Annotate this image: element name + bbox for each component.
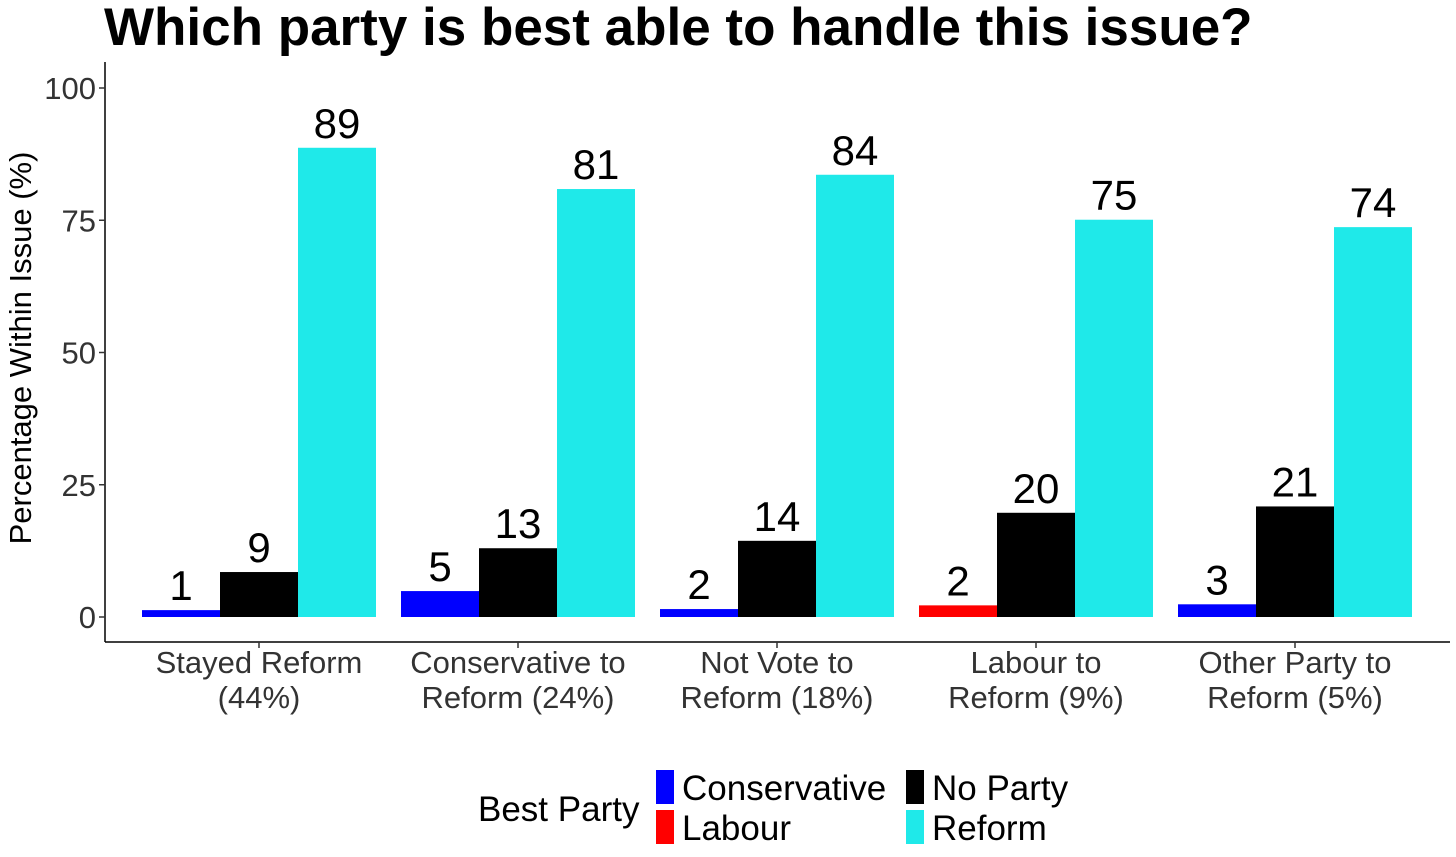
y-tick-label: 25: [62, 468, 96, 503]
bar-reform: [557, 189, 635, 617]
legend-title: Best Party: [478, 790, 640, 829]
data-label: 5: [428, 543, 451, 590]
bar-reform: [816, 174, 894, 618]
data-label: 1: [169, 562, 192, 609]
legend-key-reform: [906, 810, 924, 844]
data-label: 13: [495, 500, 542, 547]
bar-reform: [298, 147, 376, 618]
chart-title: Which party is best able to handle this …: [104, 0, 1253, 57]
legend-label-reform: Reform: [932, 809, 1047, 848]
x-tick-label: Reform (5%): [1207, 680, 1383, 715]
data-label: 2: [687, 561, 710, 608]
x-tick-label: Conservative to: [410, 645, 625, 680]
bar-conservative: [142, 610, 220, 617]
y-axis-ticks: 0 25 50 75 100: [44, 71, 105, 635]
legend-key-labour: [656, 810, 674, 844]
y-axis-title: Percentage Within Issue (%): [3, 152, 38, 545]
data-label: 20: [1013, 465, 1060, 512]
data-label: 81: [573, 141, 620, 188]
x-tick-label: Other Party to: [1199, 645, 1392, 680]
bar-reform: [1334, 227, 1412, 617]
bar-conservative: [660, 609, 738, 617]
bar-conservative: [401, 591, 479, 617]
data-label: 21: [1272, 458, 1319, 505]
data-label: 75: [1091, 172, 1138, 219]
data-label: 3: [1205, 556, 1228, 603]
bar-no-party: [997, 512, 1075, 617]
data-label: 89: [314, 100, 361, 147]
data-label: 9: [247, 524, 270, 571]
legend-label-labour: Labour: [682, 809, 791, 848]
bar-no-party: [738, 540, 816, 617]
y-tick-label: 75: [62, 203, 96, 238]
bar-no-party: [220, 572, 298, 617]
x-tick-label: (44%): [218, 680, 301, 715]
bar-reform: [1075, 219, 1153, 617]
x-tick-label: Labour to: [971, 645, 1102, 680]
y-tick-label: 0: [79, 600, 96, 635]
data-label: 74: [1350, 179, 1397, 226]
bar-no-party: [1256, 506, 1334, 617]
legend-label-no-party: No Party: [932, 769, 1069, 808]
y-tick-label: 50: [62, 336, 96, 371]
x-tick-label: Not Vote to: [700, 645, 853, 680]
x-axis-labels: Stayed Reform(44%)Conservative toReform …: [156, 642, 1392, 715]
bar-conservative: [1178, 604, 1256, 617]
legend-label-conservative: Conservative: [682, 769, 886, 808]
legend-key-no-party: [906, 770, 924, 804]
x-tick-label: Reform (24%): [422, 680, 615, 715]
x-tick-label: Reform (18%): [681, 680, 874, 715]
bar-labour: [919, 605, 997, 617]
y-tick-label: 100: [44, 71, 96, 106]
data-label: 84: [832, 127, 879, 174]
bars: 1 9 89 5 13 81 2 14 84 2 20 75 3 21 74: [142, 100, 1412, 618]
legend-key-conservative: [656, 770, 674, 804]
x-tick-label: Stayed Reform: [156, 645, 363, 680]
x-tick-label: Reform (9%): [948, 680, 1124, 715]
data-label: 14: [754, 493, 801, 540]
data-label: 2: [946, 557, 969, 604]
bar-no-party: [479, 548, 557, 617]
